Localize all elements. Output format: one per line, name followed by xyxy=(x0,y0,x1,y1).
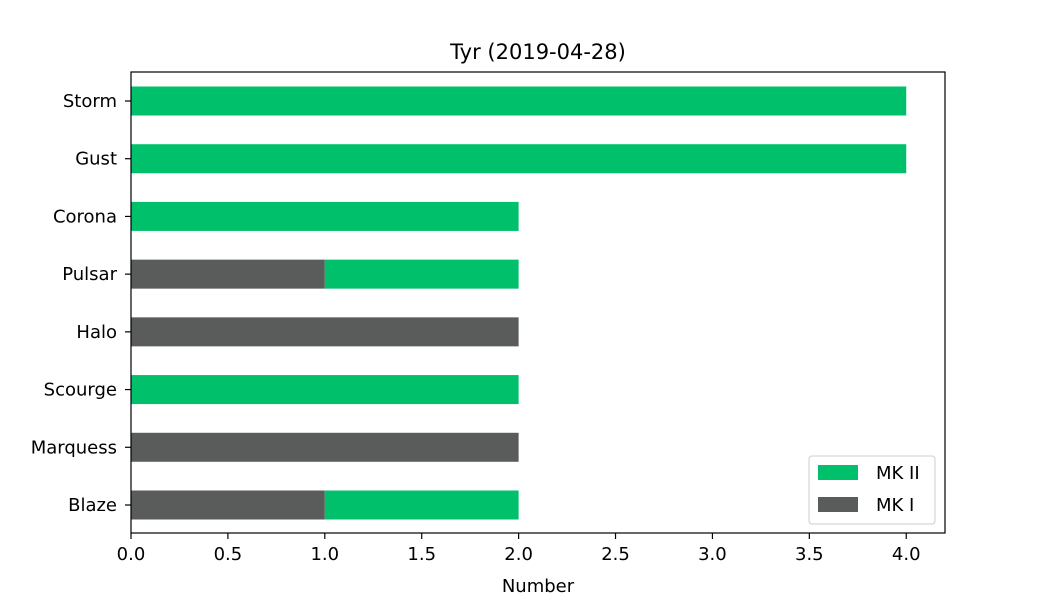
x-tick-label-3-0: 3.0 xyxy=(698,544,727,565)
y-tick-label-marquess: Marquess xyxy=(31,437,117,458)
y-tick-label-corona: Corona xyxy=(53,206,117,227)
bar-storm-mk-ii xyxy=(131,86,907,116)
y-tick-label-pulsar: Pulsar xyxy=(62,264,117,285)
y-axis: Storm Gust Corona Pulsar Halo Scourge Marquess… xyxy=(31,91,131,516)
bar-scourge-mk-ii xyxy=(131,375,519,405)
x-tick-label-0-0: 0.0 xyxy=(117,544,146,565)
legend-label-mk-ii: MK II xyxy=(876,463,920,484)
bar-gust-mk-ii xyxy=(131,144,907,174)
legend-label-mk-i: MK I xyxy=(876,495,914,516)
legend-swatch-mk-i xyxy=(818,497,858,512)
x-tick-label-0-5: 0.5 xyxy=(214,544,243,565)
x-tick-label-1-5: 1.5 xyxy=(407,544,436,565)
bar-pulsar-mk-i xyxy=(131,259,325,289)
bar-corona-mk-ii xyxy=(131,201,519,231)
y-tick-label-storm: Storm xyxy=(63,91,117,112)
plot-frame xyxy=(130,71,946,534)
bar-halo-mk-i xyxy=(131,317,519,347)
bar-blaze-mk-i xyxy=(131,490,325,520)
x-axis-label: Number xyxy=(502,576,575,597)
x-tick-label-1-0: 1.0 xyxy=(310,544,339,565)
x-axis: 0.0 0.5 1.0 1.5 2.0 2.5 3.0 3.5 4.0 xyxy=(117,533,921,565)
y-tick-label-blaze: Blaze xyxy=(68,495,117,516)
bar-marquess-mk-i xyxy=(131,432,519,462)
x-tick-label-2-0: 2.0 xyxy=(504,544,533,565)
legend: MK II MK I xyxy=(808,455,936,525)
legend-swatch-mk-ii xyxy=(818,465,858,480)
bars-group xyxy=(131,86,907,520)
y-tick-label-scourge: Scourge xyxy=(44,380,117,401)
chart-title: Tyr (2019-04-28) xyxy=(449,40,626,64)
x-tick-label-2-5: 2.5 xyxy=(601,544,630,565)
bar-pulsar-mk-ii xyxy=(324,259,519,289)
x-tick-label-4-0: 4.0 xyxy=(892,544,921,565)
bar-blaze-mk-ii xyxy=(324,490,519,520)
y-tick-label-halo: Halo xyxy=(76,322,117,343)
y-tick-label-gust: Gust xyxy=(75,149,117,170)
x-tick-label-3-5: 3.5 xyxy=(795,544,824,565)
